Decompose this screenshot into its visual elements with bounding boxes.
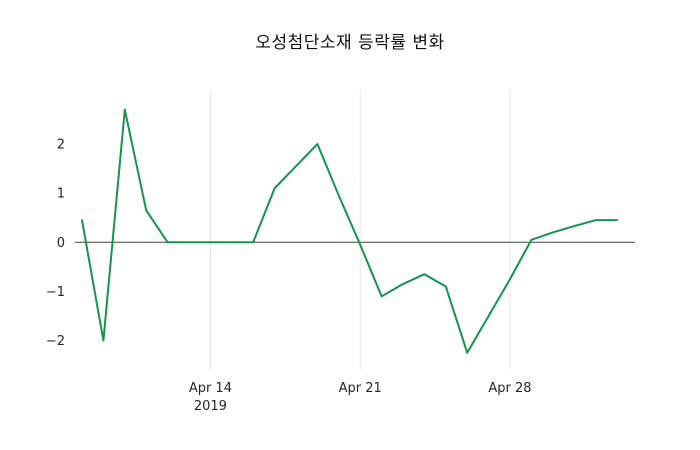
y-tick-label: −1 bbox=[46, 285, 65, 300]
x-tick-label: Apr 14 bbox=[189, 381, 232, 396]
x-tick-label: Apr 28 bbox=[488, 381, 531, 396]
y-tick-label: 2 bbox=[57, 138, 65, 153]
y-tick-label: −2 bbox=[46, 334, 65, 349]
y-tick-label: 0 bbox=[57, 236, 65, 251]
x-tick-year-label: 2019 bbox=[194, 399, 227, 414]
series-line bbox=[81, 108, 618, 354]
chart-title: 오성첨단소재 등락률 변화 bbox=[255, 33, 445, 53]
y-tick-label: 1 bbox=[57, 187, 65, 202]
x-tick-label: Apr 21 bbox=[339, 381, 382, 396]
